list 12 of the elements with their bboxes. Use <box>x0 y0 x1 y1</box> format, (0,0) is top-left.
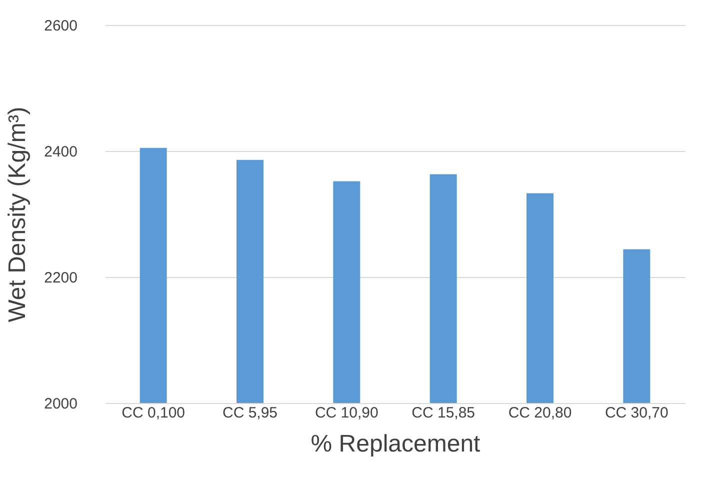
x-axis-title: % Replacement <box>310 430 481 458</box>
y-tick-label: 2400 <box>44 144 78 160</box>
y-axis-title: Wet Density (Kg/m³) <box>4 106 32 322</box>
x-tick-label: CC 0,100 <box>122 404 186 422</box>
y-tick-label: 2200 <box>44 270 78 286</box>
x-tick-label: CC 15,85 <box>412 404 476 422</box>
y-tick-label: 2000 <box>44 396 78 412</box>
x-tick-label: CC 20,80 <box>508 404 572 422</box>
x-tick-label: CC 30,70 <box>604 404 668 422</box>
x-tick-label: CC 10,90 <box>314 404 378 422</box>
x-tick-label: CC 5,95 <box>222 404 278 422</box>
y-tick-label: 2600 <box>44 18 78 34</box>
